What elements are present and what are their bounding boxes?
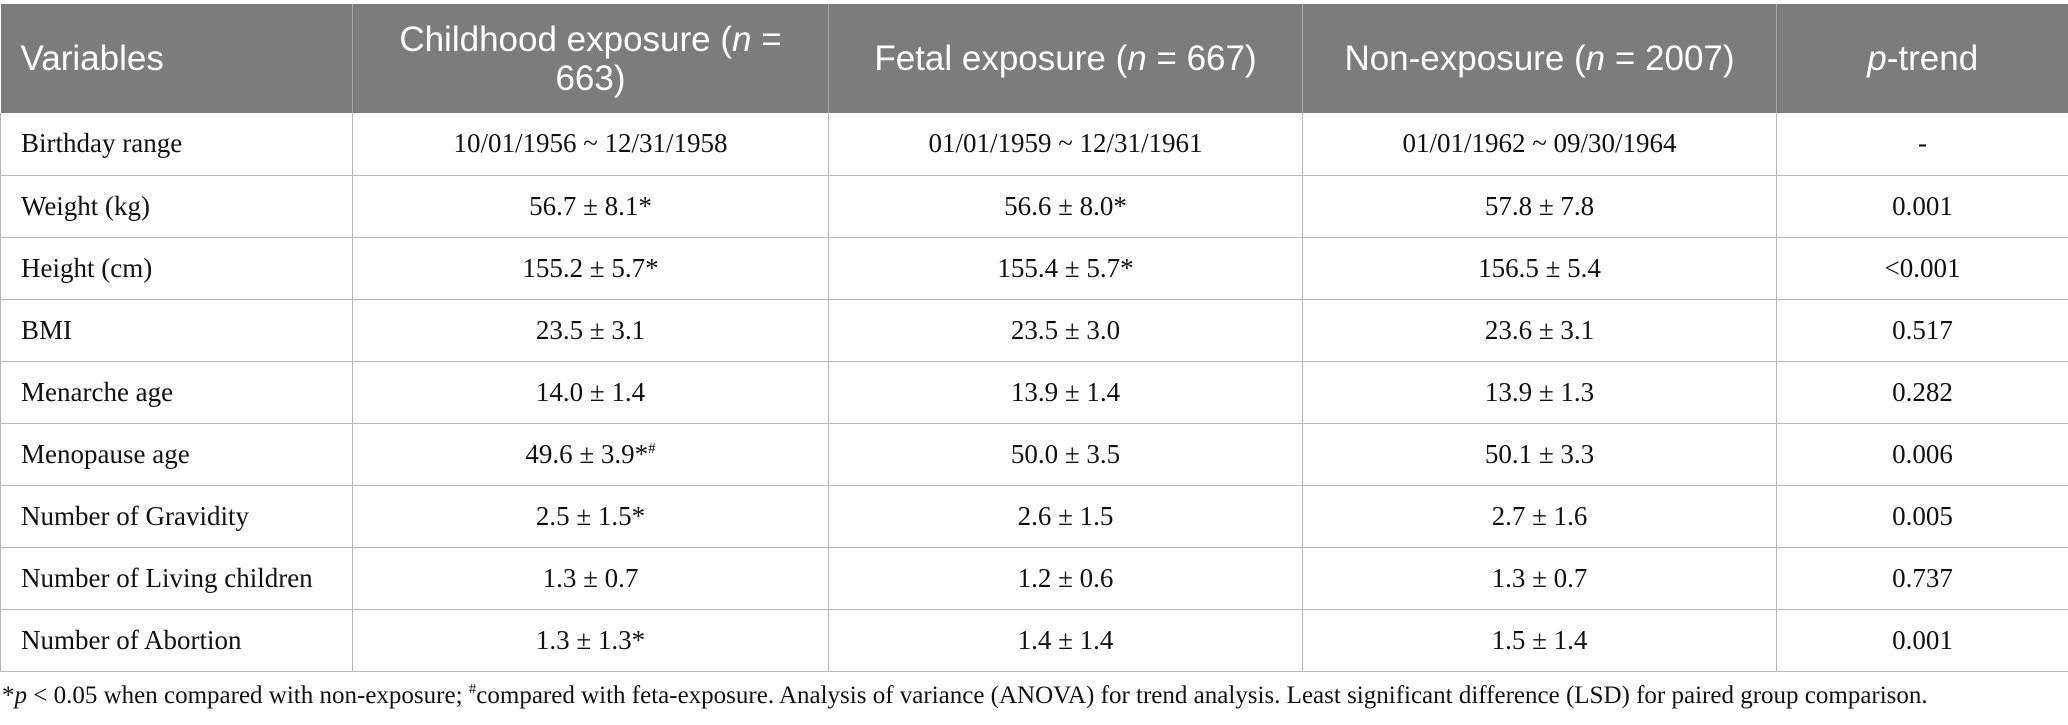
characteristics-table: Variables Childhood exposure (n = 663) Fet… — [0, 4, 2068, 672]
cell-childhood-exposure: 14.0 ± 1.4 — [352, 360, 829, 424]
footnote-star: * — [2, 682, 15, 709]
cell-p-trend: 0.282 — [1776, 360, 2068, 424]
header-row: Variables Childhood exposure (n = 663) Fet… — [0, 4, 2068, 113]
footnote-part1: < 0.05 when compared with non-exposure; — [27, 682, 469, 709]
cell-non-exposure: 1.3 ± 0.7 — [1302, 546, 1777, 610]
cell-p-trend: 0.006 — [1776, 422, 2068, 486]
cell-fetal-exposure: 56.6 ± 8.0* — [828, 174, 1303, 238]
cell-childhood-exposure: 56.7 ± 8.1* — [352, 174, 829, 238]
table-row: Weight (kg) 56.7 ± 8.1* 56.6 ± 8.0* 57.8 ± … — [0, 174, 2068, 238]
cell-fetal-exposure: 23.5 ± 3.0 — [828, 298, 1303, 362]
header-childhood-exposure: Childhood exposure (n = 663) — [352, 4, 829, 113]
header-text-suffix: = 667) — [1146, 39, 1257, 78]
table-footnote: *p < 0.05 when compared with non-exposur… — [2, 682, 1928, 710]
cell-childhood-exposure: 10/01/1956 ~ 12/31/1958 — [352, 113, 829, 176]
table-row: Menarche age 14.0 ± 1.4 13.9 ± 1.4 13.9 ± 1… — [0, 360, 2068, 424]
header-text-suffix: -trend — [1886, 39, 1979, 78]
cell-p-trend: 0.005 — [1776, 484, 2068, 548]
cell-fetal-exposure: 50.0 ± 3.5 — [828, 422, 1303, 486]
cell-non-exposure: 156.5 ± 5.4 — [1302, 236, 1777, 300]
cell-fetal-exposure: 155.4 ± 5.7* — [828, 236, 1303, 300]
table-row: Number of Abortion 1.3 ± 1.3* 1.4 ± 1.4 1.5… — [0, 608, 2068, 672]
header-p-trend: p-trend — [1776, 4, 2068, 113]
table-row: Menopause age 49.6 ± 3.9*# 50.0 ± 3.5 50.1 … — [0, 422, 2068, 486]
cell-fetal-exposure: 13.9 ± 1.4 — [828, 360, 1303, 424]
cell-childhood-exposure: 23.5 ± 3.1 — [352, 298, 829, 362]
header-italic-symbol: p — [1867, 39, 1887, 78]
cell-childhood-exposure: 2.5 ± 1.5* — [352, 484, 829, 548]
cell-p-trend: - — [1776, 113, 2068, 176]
header-text: Variables — [20, 39, 164, 78]
cell-non-exposure: 50.1 ± 3.3 — [1302, 422, 1777, 486]
cell-non-exposure: 1.5 ± 1.4 — [1302, 608, 1777, 672]
cell-variable: Number of Abortion — [0, 608, 353, 672]
footnote-p: p — [14, 682, 28, 709]
cell-p-trend: 0.517 — [1776, 298, 2068, 362]
table-row: BMI 23.5 ± 3.1 23.5 ± 3.0 23.6 ± 3.1 0.517 — [0, 298, 2068, 362]
header-italic-symbol: n — [732, 19, 752, 59]
cell-variable: Height (cm) — [0, 236, 353, 300]
data-table-container: Variables Childhood exposure (n = 663) Fet… — [0, 4, 2068, 672]
header-text-suffix: = 2007) — [1605, 39, 1735, 78]
cell-childhood-exposure: 155.2 ± 5.7* — [352, 236, 829, 300]
cell-variable: Number of Living children — [0, 546, 353, 610]
header-variables: Variables — [0, 4, 353, 113]
header-non-exposure: Non-exposure (n = 2007) — [1302, 4, 1777, 113]
cell-fetal-exposure: 2.6 ± 1.5 — [828, 484, 1303, 548]
header-italic-symbol: n — [1585, 39, 1606, 78]
table-row: Number of Gravidity 2.5 ± 1.5* 2.6 ± 1.5 2.… — [0, 484, 2068, 548]
cell-p-trend: 0.737 — [1776, 546, 2068, 610]
cell-variable: Weight (kg) — [0, 174, 353, 238]
cell-variable: BMI — [0, 298, 353, 362]
cell-fetal-exposure: 1.2 ± 0.6 — [828, 546, 1303, 610]
cell-fetal-exposure: 1.4 ± 1.4 — [828, 608, 1303, 672]
cell-non-exposure: 2.7 ± 1.6 — [1302, 484, 1777, 548]
cell-childhood-exposure: 1.3 ± 0.7 — [352, 546, 829, 610]
hash-marker: # — [648, 440, 656, 457]
header-text: Childhood exposure ( — [399, 19, 733, 59]
footnote-hash: # — [468, 681, 477, 698]
cell-fetal-exposure: 01/01/1959 ~ 12/31/1961 — [828, 113, 1303, 176]
cell-non-exposure: 23.6 ± 3.1 — [1302, 298, 1777, 362]
cell-p-trend: 0.001 — [1776, 608, 2068, 672]
header-text-suffix: = 663) — [555, 19, 782, 98]
cell-variable: Menarche age — [0, 360, 353, 424]
cell-childhood-exposure: 1.3 ± 1.3* — [352, 608, 829, 672]
cell-p-trend: 0.001 — [1776, 174, 2068, 238]
table-row: Birthday range 10/01/1956 ~ 12/31/1958 01/… — [0, 113, 2068, 176]
footnote-part2: compared with feta-exposure. Analysis of… — [476, 682, 1928, 709]
cell-non-exposure: 57.8 ± 7.8 — [1302, 174, 1777, 238]
cell-p-trend: <0.001 — [1776, 236, 2068, 300]
table-row: Height (cm) 155.2 ± 5.7* 155.4 ± 5.7* 156.5… — [0, 236, 2068, 300]
table-header: Variables Childhood exposure (n = 663) Fet… — [0, 4, 2068, 113]
header-text: Fetal exposure ( — [874, 39, 1128, 78]
cell-childhood-exposure: 49.6 ± 3.9*# — [352, 422, 829, 486]
header-text: Non-exposure ( — [1344, 39, 1586, 78]
table-body: Birthday range 10/01/1956 ~ 12/31/1958 01/… — [0, 113, 2068, 672]
cell-variable: Birthday range — [0, 113, 353, 176]
header-fetal-exposure: Fetal exposure (n = 667) — [828, 4, 1303, 113]
cell-variable: Number of Gravidity — [0, 484, 353, 548]
header-italic-symbol: n — [1127, 39, 1147, 78]
table-row: Number of Living children 1.3 ± 0.7 1.2 ± … — [0, 546, 2068, 610]
cell-non-exposure: 13.9 ± 1.3 — [1302, 360, 1777, 424]
cell-non-exposure: 01/01/1962 ~ 09/30/1964 — [1302, 113, 1777, 176]
cell-variable: Menopause age — [0, 422, 353, 486]
